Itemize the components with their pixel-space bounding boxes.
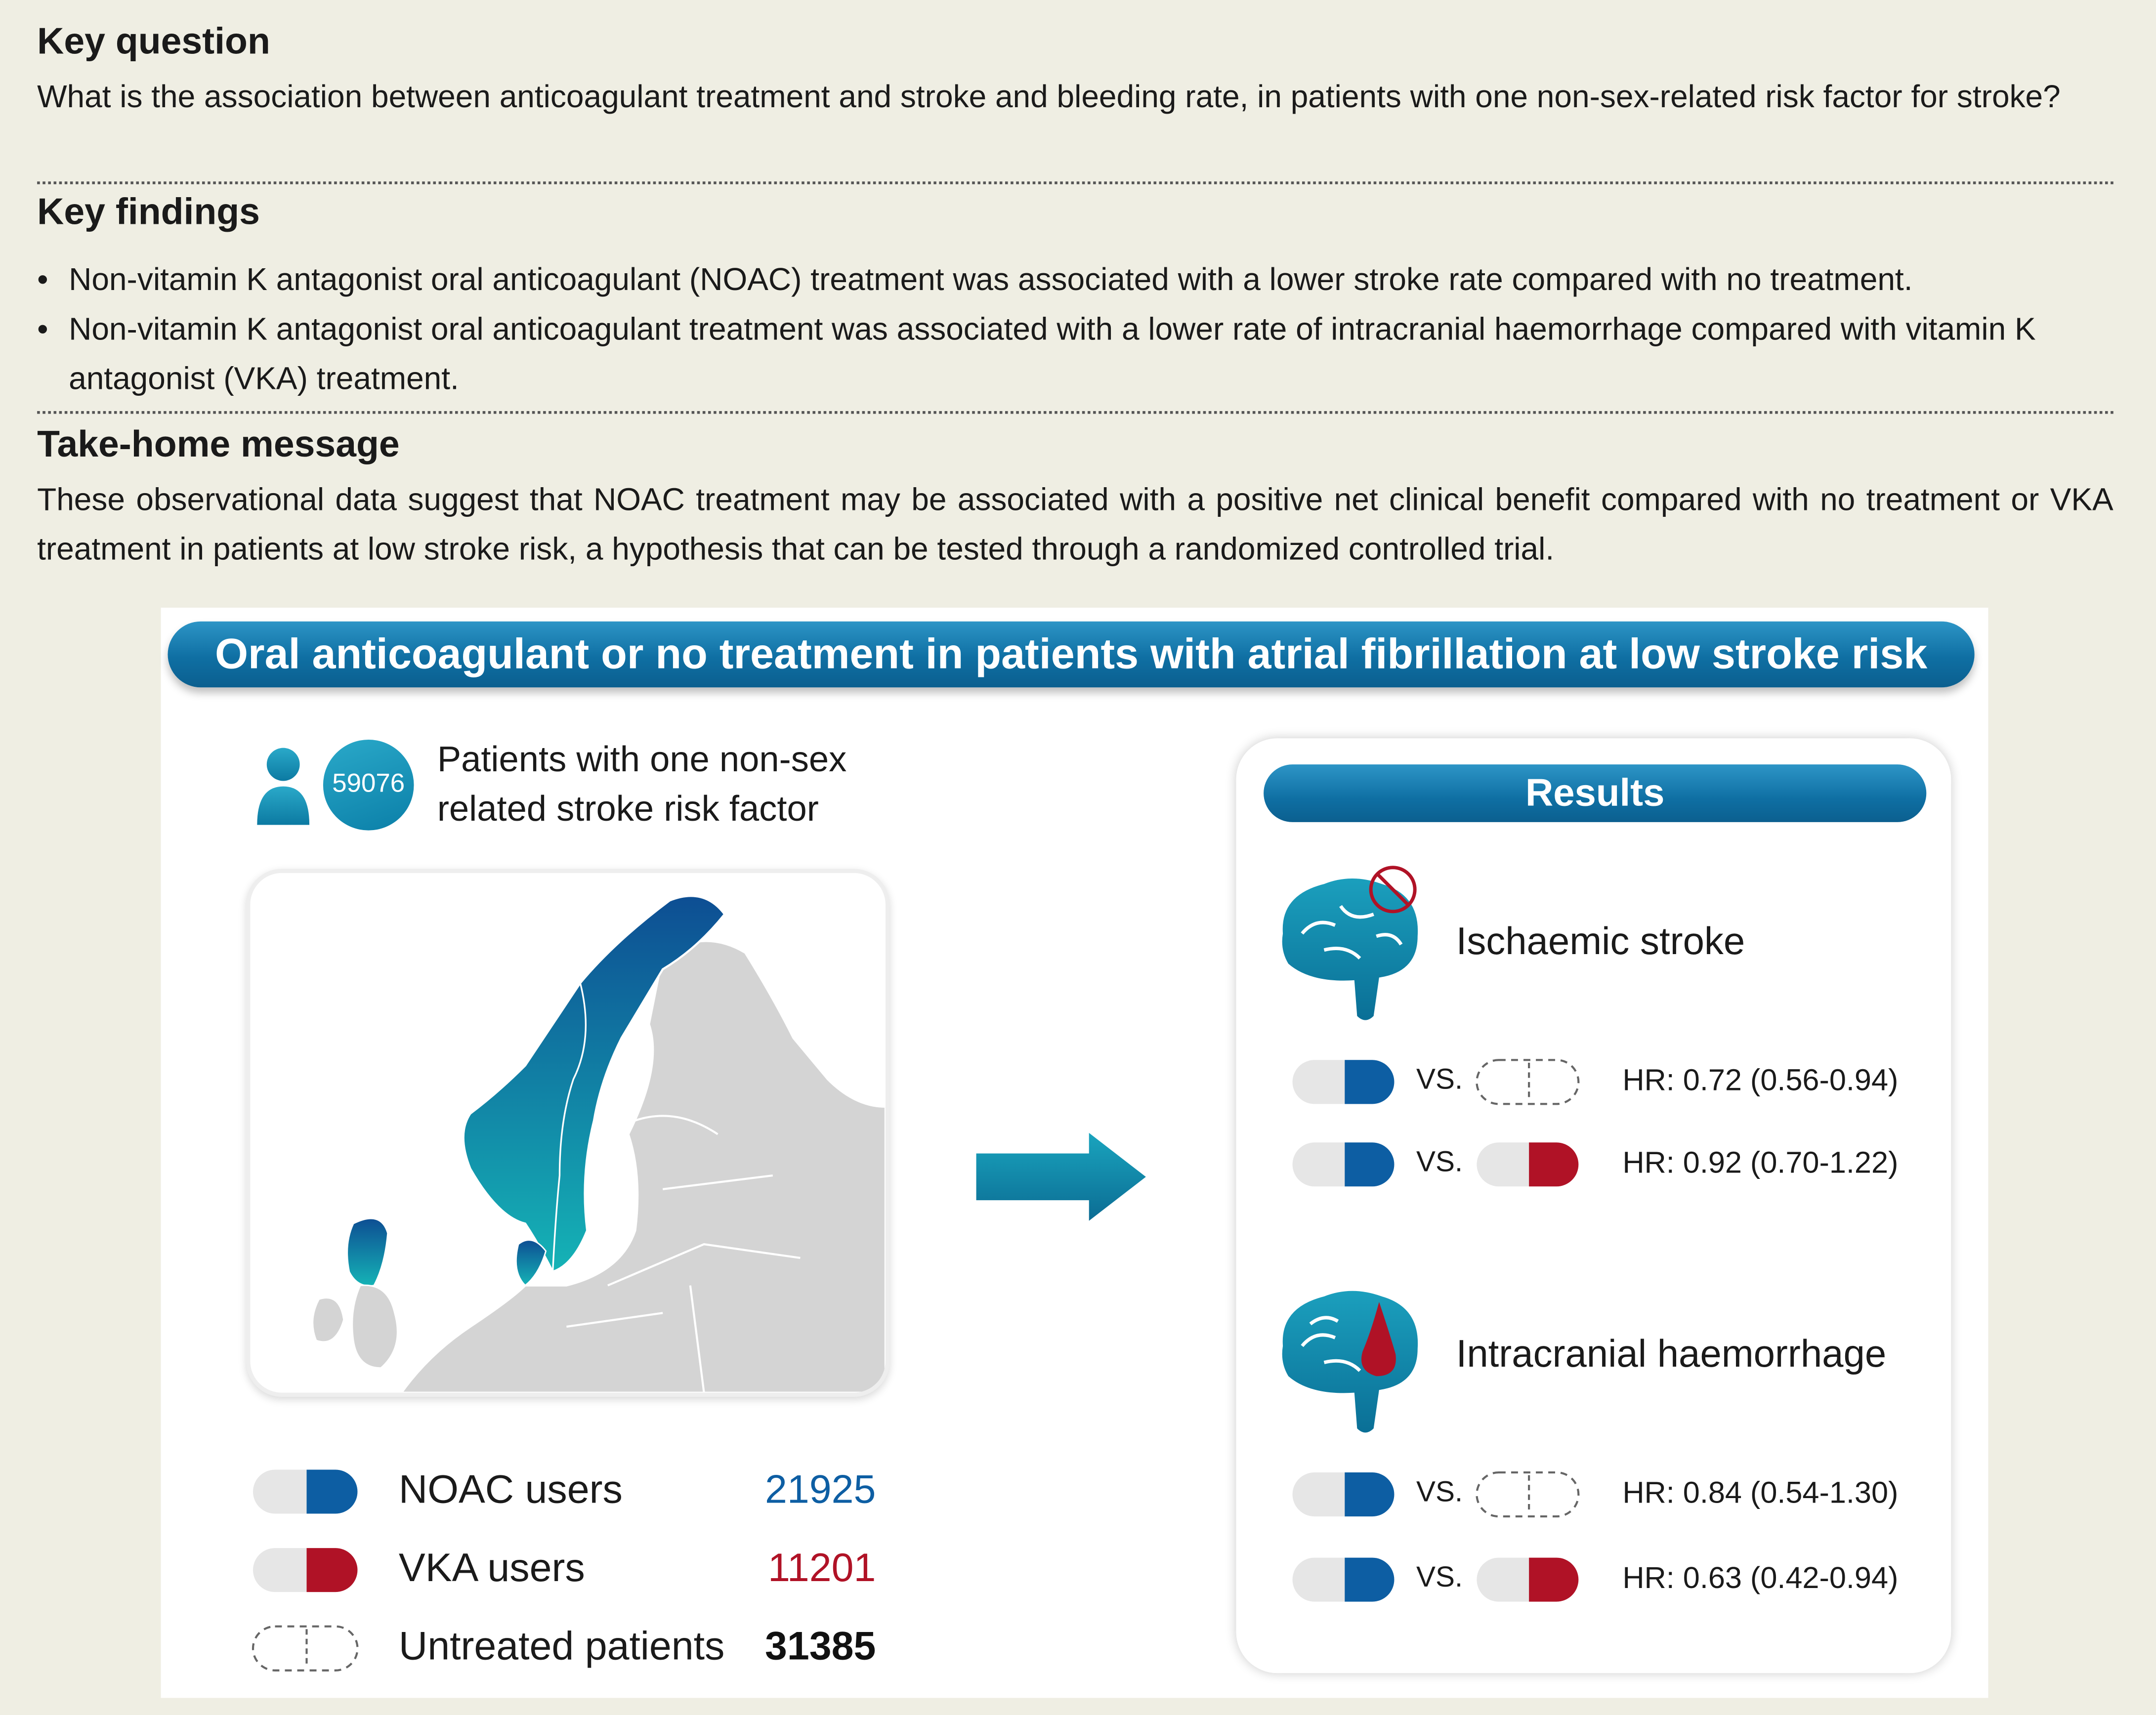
key-finding-text: Non-vitamin K antagonist oral anticoagul… bbox=[69, 310, 2036, 396]
legend-label: VKA users bbox=[398, 1547, 585, 1591]
noac-capsule-icon bbox=[253, 1469, 358, 1514]
graphical-abstract: Oral anticoagulant or no treatment in pa… bbox=[161, 607, 1988, 1698]
vs-label: VS. bbox=[1416, 1561, 1463, 1593]
noac-capsule-icon bbox=[1292, 1472, 1395, 1517]
divider bbox=[37, 181, 2114, 184]
noac-capsule-icon bbox=[1292, 1557, 1395, 1602]
comparison-row: VS. HR: 0.63 (0.42-0.94) bbox=[1291, 1551, 1938, 1606]
key-findings-heading: Key findings bbox=[37, 191, 260, 233]
patients-label: Patients with one non-sex related stroke… bbox=[437, 734, 932, 833]
divider bbox=[37, 411, 2114, 414]
legend-count: 21925 bbox=[765, 1468, 876, 1512]
comparison-row: VS. HR: 0.72 (0.56-0.94) bbox=[1291, 1053, 1938, 1108]
empty-capsule-icon bbox=[1476, 1059, 1580, 1105]
comparison-row: VS. HR: 0.92 (0.70-1.22) bbox=[1291, 1135, 1938, 1190]
hazard-ratio: HR: 0.84 (0.54-1.30) bbox=[1622, 1475, 1899, 1510]
vs-label: VS. bbox=[1416, 1476, 1463, 1508]
take-home-text: These observational data suggest that NO… bbox=[37, 481, 2114, 567]
legend-row-noac: NOAC users 21925 bbox=[252, 1463, 884, 1518]
vka-capsule-icon bbox=[1477, 1142, 1579, 1187]
key-question-text: What is the association between anticoag… bbox=[37, 78, 2061, 114]
take-home-heading: Take-home message bbox=[37, 423, 400, 465]
person-icon bbox=[257, 748, 310, 825]
patients-label-line: related stroke risk factor bbox=[437, 788, 819, 829]
legend-count: 31385 bbox=[765, 1625, 876, 1669]
patients-count-badge: 59076 bbox=[323, 739, 414, 831]
noac-capsule-icon bbox=[1292, 1060, 1395, 1104]
key-question-heading: Key question bbox=[37, 20, 270, 62]
legend-count: 11201 bbox=[768, 1547, 876, 1591]
vs-label: VS. bbox=[1416, 1064, 1463, 1096]
hazard-ratio: HR: 0.63 (0.42-0.94) bbox=[1622, 1560, 1899, 1595]
bullet-icon: • bbox=[37, 261, 48, 297]
legend-label: NOAC users bbox=[398, 1468, 623, 1512]
vka-capsule-icon bbox=[1477, 1557, 1579, 1602]
figure-banner: Oral anticoagulant or no treatment in pa… bbox=[168, 621, 1975, 688]
outcome-label: Intracranial haemorrhage bbox=[1456, 1332, 1887, 1375]
results-title: Results bbox=[1264, 764, 1927, 822]
legend-row-untreated: Untreated patients 31385 bbox=[252, 1620, 884, 1674]
results-panel: Results Ischaemic stroke VS. bbox=[1236, 738, 1951, 1673]
hazard-ratio: HR: 0.72 (0.56-0.94) bbox=[1622, 1062, 1899, 1097]
empty-capsule-icon bbox=[252, 1625, 359, 1672]
bullet-icon: • bbox=[37, 310, 48, 347]
outcome-label: Ischaemic stroke bbox=[1456, 920, 1745, 962]
comparison-row: VS. HR: 0.84 (0.54-1.30) bbox=[1291, 1465, 1938, 1520]
key-finding-text: Non-vitamin K antagonist oral anticoagul… bbox=[69, 261, 1913, 297]
legend-row-vka: VKA users 11201 bbox=[252, 1541, 884, 1596]
empty-capsule-icon bbox=[1476, 1471, 1580, 1518]
noac-capsule-icon bbox=[1292, 1142, 1395, 1187]
hazard-ratio: HR: 0.92 (0.70-1.22) bbox=[1622, 1145, 1899, 1180]
brain-no-clot-icon bbox=[1282, 866, 1418, 1020]
patients-label-line: Patients with one non-sex bbox=[437, 738, 847, 780]
scandinavia-map bbox=[312, 895, 886, 1393]
brain-bleed-icon bbox=[1282, 1291, 1418, 1433]
vs-label: VS. bbox=[1416, 1146, 1463, 1178]
arrow-right-icon bbox=[973, 1127, 1150, 1226]
legend-label: Untreated patients bbox=[398, 1625, 725, 1669]
vka-capsule-icon bbox=[253, 1548, 358, 1592]
map-frame bbox=[246, 869, 890, 1397]
